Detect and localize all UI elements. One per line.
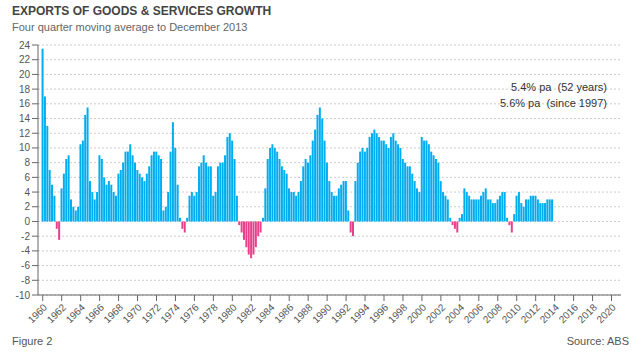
svg-text:1974: 1974 bbox=[158, 301, 182, 325]
svg-text:20: 20 bbox=[19, 69, 31, 80]
svg-text:2000: 2000 bbox=[405, 301, 429, 325]
svg-text:-6: -6 bbox=[21, 260, 30, 271]
svg-text:14: 14 bbox=[19, 113, 31, 124]
svg-text:1986: 1986 bbox=[272, 301, 296, 325]
svg-text:24: 24 bbox=[19, 40, 31, 51]
svg-text:1966: 1966 bbox=[83, 301, 107, 325]
svg-text:2002: 2002 bbox=[424, 301, 448, 325]
html-text:Four quarter moving average to: Four quarter moving average to December … bbox=[12, 21, 248, 33]
svg-text:2018: 2018 bbox=[575, 301, 599, 325]
svg-text:1964: 1964 bbox=[64, 301, 88, 325]
svg-text:2014: 2014 bbox=[538, 301, 562, 325]
svg-text:16: 16 bbox=[19, 98, 31, 109]
svg-text:0: 0 bbox=[24, 216, 30, 227]
svg-text:1996: 1996 bbox=[367, 301, 391, 325]
svg-text:-4: -4 bbox=[21, 245, 30, 256]
svg-text:1972: 1972 bbox=[139, 301, 163, 325]
svg-text:2008: 2008 bbox=[481, 301, 505, 325]
svg-text:2010: 2010 bbox=[500, 301, 524, 325]
svg-text:2006: 2006 bbox=[462, 301, 486, 325]
svg-text:10: 10 bbox=[19, 142, 31, 153]
svg-text:8: 8 bbox=[24, 157, 30, 168]
svg-text:1980: 1980 bbox=[215, 301, 239, 325]
svg-text:1962: 1962 bbox=[45, 301, 69, 325]
svg-text:1998: 1998 bbox=[386, 301, 410, 325]
svg-text:1968: 1968 bbox=[102, 301, 126, 325]
svg-text:12: 12 bbox=[19, 128, 31, 139]
svg-text:-2: -2 bbox=[21, 231, 30, 242]
html-text:Figure 2: Figure 2 bbox=[12, 335, 53, 347]
svg-text:1992: 1992 bbox=[329, 301, 353, 325]
svg-text:2004: 2004 bbox=[443, 301, 467, 325]
svg-text:2016: 2016 bbox=[557, 301, 581, 325]
svg-text:6: 6 bbox=[24, 172, 30, 183]
svg-text:1960: 1960 bbox=[26, 301, 50, 325]
svg-text:18: 18 bbox=[19, 84, 31, 95]
svg-text:1976: 1976 bbox=[177, 301, 201, 325]
html-text:Source: ABS: Source: ABS bbox=[566, 335, 629, 347]
svg-text:2: 2 bbox=[24, 201, 30, 212]
svg-text:2012: 2012 bbox=[519, 301, 543, 325]
svg-text:4: 4 bbox=[24, 187, 30, 198]
html-text:5.6% pa (since 1997): 5.6% pa (since 1997) bbox=[500, 97, 607, 109]
svg-text:22: 22 bbox=[19, 54, 31, 65]
svg-text:1982: 1982 bbox=[234, 301, 258, 325]
html-text:EXPORTS OF GOODS & SERVICES GR: EXPORTS OF GOODS & SERVICES GROWTH bbox=[12, 4, 272, 18]
svg-text:1984: 1984 bbox=[253, 301, 277, 325]
svg-text:1990: 1990 bbox=[310, 301, 334, 325]
html-text:5.4% pa (52 years): 5.4% pa (52 years) bbox=[511, 81, 607, 93]
svg-text:1988: 1988 bbox=[291, 301, 315, 325]
svg-text:1970: 1970 bbox=[120, 301, 144, 325]
svg-text:2020: 2020 bbox=[594, 301, 618, 325]
svg-text:1994: 1994 bbox=[348, 301, 372, 325]
svg-text:-8: -8 bbox=[21, 275, 30, 286]
svg-text:-10: -10 bbox=[16, 290, 31, 301]
svg-text:1978: 1978 bbox=[196, 301, 220, 325]
